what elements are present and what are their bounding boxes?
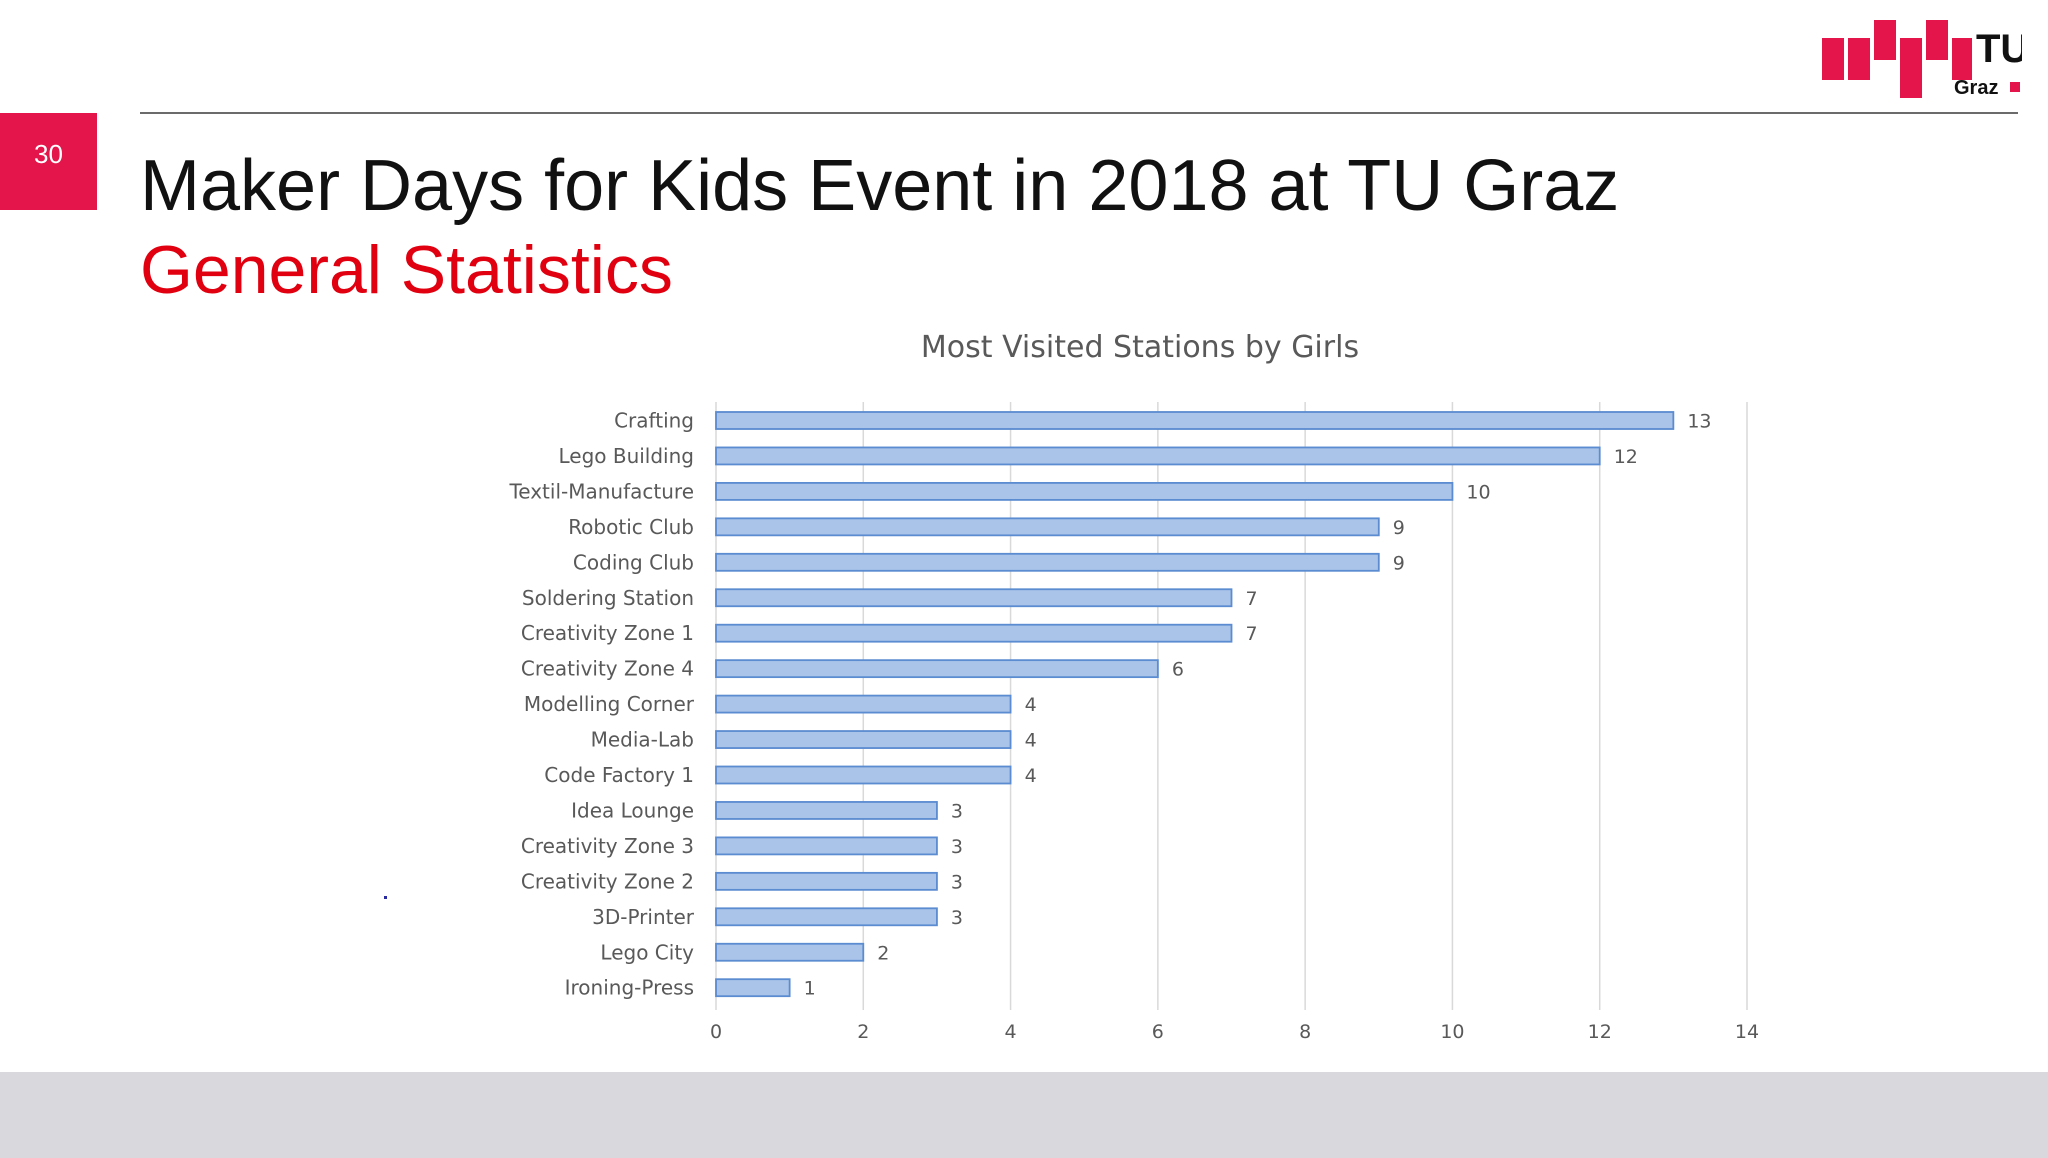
data-label: 9 [1393, 552, 1405, 574]
bar [715, 481, 1454, 501]
x-tick-label: 12 [1588, 1021, 1612, 1043]
footer-band [0, 1072, 2048, 1158]
category-label: Soldering Station [522, 586, 694, 610]
chart-container: Most Visited Stations by Girls Crafting L… [470, 310, 1810, 1070]
category-label: Media-Lab [591, 728, 694, 752]
chart-bars [715, 411, 1675, 998]
bar [715, 517, 1380, 537]
logo-text-tu: TU [1976, 27, 2022, 71]
data-label: 6 [1172, 659, 1184, 681]
bar [715, 871, 938, 891]
category-label: Textil-Manufacture [508, 479, 694, 503]
category-label: 3D-Printer [592, 905, 695, 929]
category-label: Lego Building [558, 444, 694, 468]
bar [715, 942, 865, 962]
data-label: 13 [1687, 411, 1711, 433]
data-label: 12 [1614, 446, 1638, 468]
bar [715, 588, 1233, 608]
data-label: 9 [1393, 517, 1405, 539]
bar [715, 978, 791, 998]
slide-number-text: 30 [34, 139, 63, 169]
x-tick-label: 8 [1299, 1021, 1311, 1043]
category-label: Ironing-Press [565, 976, 694, 1000]
bar [715, 836, 938, 856]
bar [715, 765, 1012, 785]
page-title: Maker Days for Kids Event in 2018 at TU … [140, 146, 1620, 226]
data-label: 4 [1025, 730, 1037, 752]
category-label: Coding Club [573, 550, 694, 574]
x-tick-label: 14 [1735, 1021, 1759, 1043]
bar [715, 730, 1012, 749]
data-label: 10 [1466, 481, 1490, 503]
bar [715, 552, 1380, 572]
page-subtitle: General Statistics [140, 232, 673, 308]
data-label: 4 [1025, 694, 1037, 716]
chart-data-labels: 13 12 10 9 9 7 7 6 4 4 4 3 3 3 3 2 1 [804, 411, 1712, 1000]
bar [715, 801, 938, 820]
x-tick-label: 6 [1152, 1021, 1164, 1043]
category-label: Crafting [614, 409, 694, 433]
category-label: Creativity Zone 2 [521, 869, 694, 893]
data-label: 1 [804, 978, 816, 1000]
data-label: 7 [1246, 588, 1258, 610]
bar [715, 623, 1233, 643]
chart-title: Most Visited Stations by Girls [921, 330, 1359, 365]
data-label: 3 [951, 836, 963, 858]
data-label: 3 [951, 871, 963, 893]
data-label: 7 [1246, 623, 1258, 645]
slide-number: 30 [0, 113, 97, 210]
chart-category-labels: Crafting Lego Building Textil-Manufacture R… [508, 409, 694, 1000]
logo-blocks [1822, 20, 1972, 98]
category-label: Robotic Club [568, 515, 694, 539]
bar-chart: Most Visited Stations by Girls Crafting L… [508, 330, 1759, 1043]
data-label: 2 [877, 942, 889, 964]
x-tick-label: 10 [1440, 1021, 1464, 1043]
bar [715, 694, 1012, 714]
data-label: 3 [951, 907, 963, 929]
x-tick-label: 0 [710, 1021, 722, 1043]
x-tick-label: 2 [857, 1021, 869, 1043]
category-label: Creativity Zone 3 [521, 834, 694, 858]
x-tick-label: 4 [1005, 1021, 1017, 1043]
tu-graz-logo: TU Graz [1822, 20, 2022, 99]
bar [715, 907, 938, 927]
category-label: Idea Lounge [571, 798, 694, 822]
category-label: Creativity Zone 4 [521, 657, 694, 681]
logo-text-graz: Graz [1954, 77, 1998, 99]
category-label: Modelling Corner [524, 692, 695, 716]
data-label: 3 [951, 800, 963, 822]
category-label: Code Factory 1 [544, 763, 694, 787]
logo-square [2010, 82, 2020, 92]
data-label: 4 [1025, 765, 1037, 787]
stray-dot [384, 896, 387, 899]
bar [715, 446, 1601, 466]
category-label: Creativity Zone 1 [521, 621, 694, 645]
chart-x-ticks: 0 2 4 6 8 10 12 14 [710, 1021, 1759, 1043]
header-rule [140, 112, 2018, 114]
bar [715, 411, 1675, 430]
bar [715, 659, 1159, 679]
category-label: Lego City [600, 940, 694, 964]
